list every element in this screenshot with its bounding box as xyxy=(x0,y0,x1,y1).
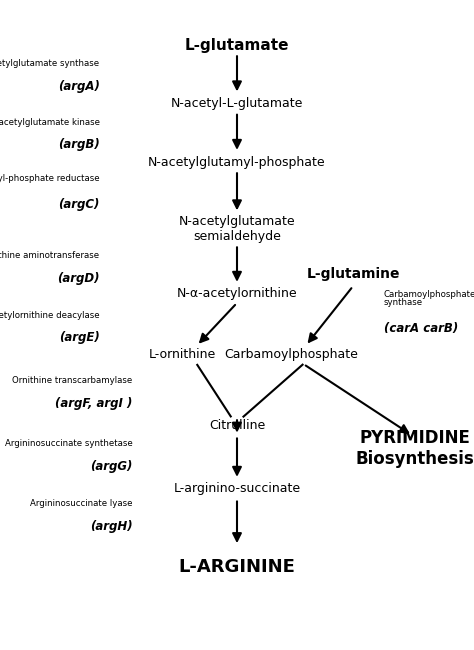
Text: Acetylornithine deacylase: Acetylornithine deacylase xyxy=(0,311,100,320)
Text: Carbamoylphosphate: Carbamoylphosphate xyxy=(225,348,358,361)
Text: (argH): (argH) xyxy=(90,520,133,533)
Text: L-ARGININE: L-ARGININE xyxy=(179,558,295,576)
Text: (argF, argI ): (argF, argI ) xyxy=(55,396,133,410)
Text: L-ornithine: L-ornithine xyxy=(149,348,216,361)
Text: (argA): (argA) xyxy=(58,80,100,93)
Text: (argB): (argB) xyxy=(58,138,100,151)
Text: Citrulline: Citrulline xyxy=(209,419,265,432)
Text: Carbamoylphosphate: Carbamoylphosphate xyxy=(384,290,474,299)
Text: synthase: synthase xyxy=(384,298,423,307)
Text: PYRIMIDINE
Biosynthesis: PYRIMIDINE Biosynthesis xyxy=(356,429,474,468)
Text: (argG): (argG) xyxy=(91,460,133,473)
Text: N-acetylglutamate synthase: N-acetylglutamate synthase xyxy=(0,59,100,68)
Text: N-acetylglutamyl-phosphate: N-acetylglutamyl-phosphate xyxy=(148,156,326,169)
Text: N-acetyl-L-glutamate: N-acetyl-L-glutamate xyxy=(171,98,303,111)
Text: N-acetylglutamate
semialdehyde: N-acetylglutamate semialdehyde xyxy=(179,214,295,243)
Text: Ornithine transcarbamylase: Ornithine transcarbamylase xyxy=(12,376,133,385)
Text: L-arginino-succinate: L-arginino-succinate xyxy=(173,482,301,495)
Text: (carA carB): (carA carB) xyxy=(384,322,458,335)
Text: (argE): (argE) xyxy=(59,332,100,344)
Text: Argininosuccinate synthetase: Argininosuccinate synthetase xyxy=(5,439,133,448)
Text: N-acetyl-γ-glutamyl-phosphate reductase: N-acetyl-γ-glutamyl-phosphate reductase xyxy=(0,174,100,183)
Text: Argininosuccinate lyase: Argininosuccinate lyase xyxy=(30,499,133,508)
Text: (argC): (argC) xyxy=(58,198,100,211)
Text: Acetylornithine aminotransferase: Acetylornithine aminotransferase xyxy=(0,251,100,260)
Text: L-glutamate: L-glutamate xyxy=(185,38,289,53)
Text: N-acetylglutamate kinase: N-acetylglutamate kinase xyxy=(0,118,100,127)
Text: (argD): (argD) xyxy=(57,272,100,285)
Text: N-α-acetylornithine: N-α-acetylornithine xyxy=(177,287,297,300)
Text: L-glutamine: L-glutamine xyxy=(306,267,400,281)
